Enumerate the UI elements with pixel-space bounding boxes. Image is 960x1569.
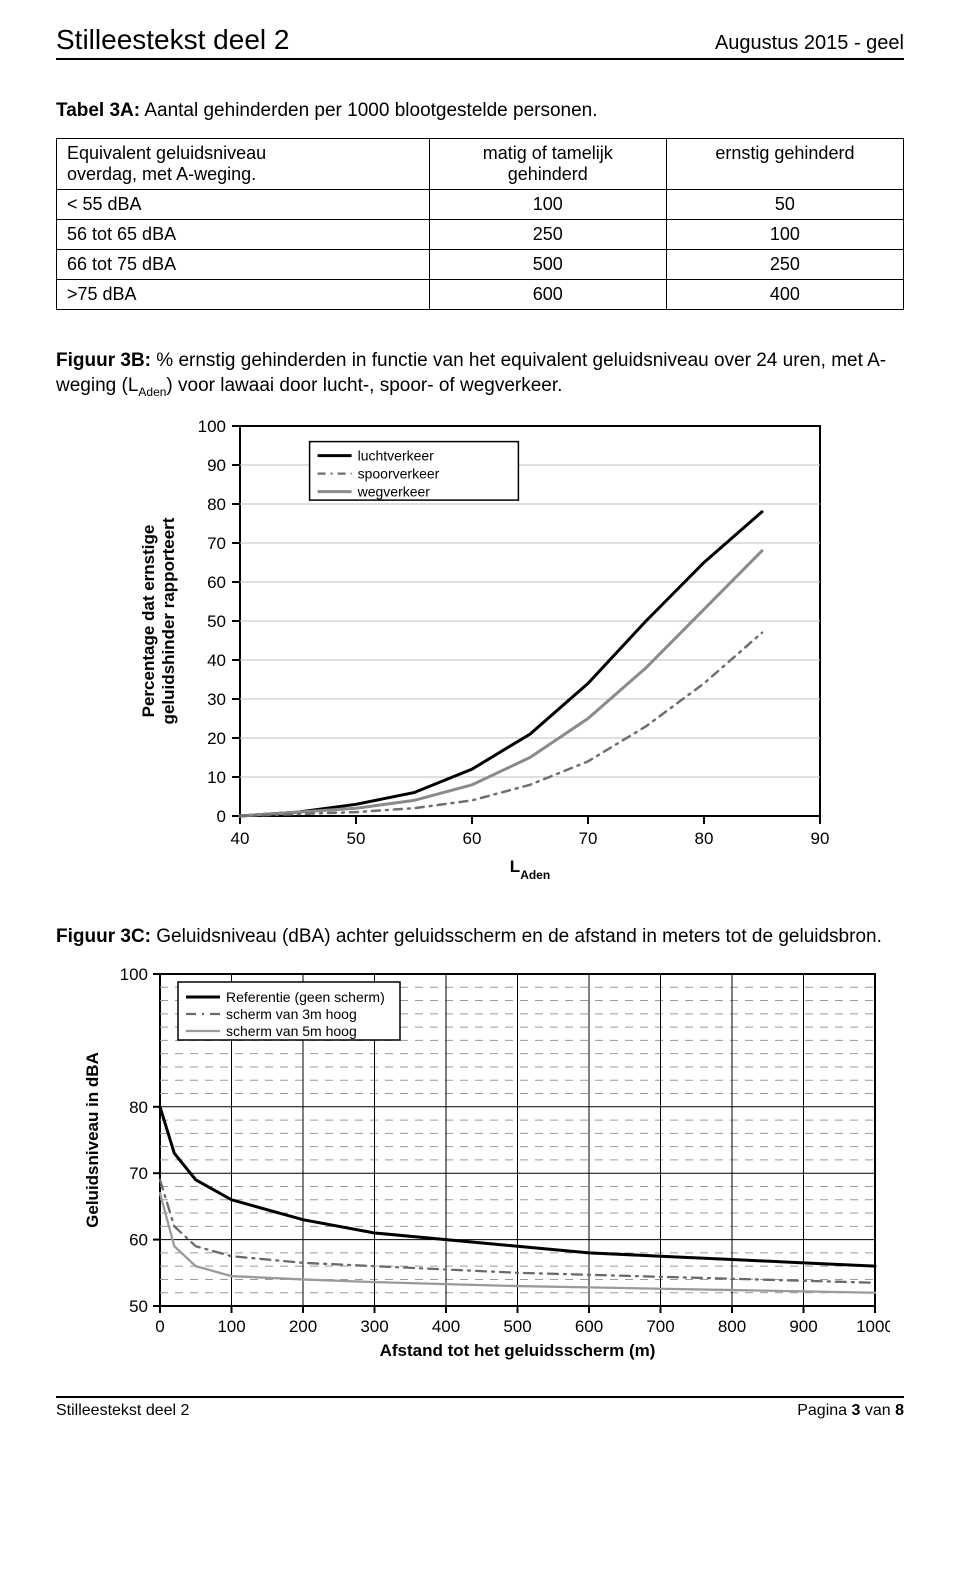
footer-right: Pagina 3 van 8 xyxy=(797,1402,904,1420)
figure-3c-chart: 5060708010001002003004005006007008009001… xyxy=(56,966,904,1366)
row-c1: 500 xyxy=(429,249,666,279)
figure-3b-chart: 0 10 20 30 40 50 60 70 80 90 100 40 50 60 70 80 90 Percen… xyxy=(56,416,904,886)
table-3a-caption: Tabel 3A: Aantal gehinderden per 1000 bl… xyxy=(56,98,904,124)
row-c1: 600 xyxy=(429,279,666,309)
table-row: 66 tot 75 dBA500250 xyxy=(57,249,904,279)
svg-text:wegverkeer: wegverkeer xyxy=(357,484,431,500)
caption-bold: Figuur 3C: xyxy=(56,926,151,947)
col2-header: ernstig gehinderd xyxy=(666,138,903,189)
svg-text:200: 200 xyxy=(289,1317,317,1336)
table-row: Equivalent geluidsniveau overdag, met A-… xyxy=(57,138,904,189)
svg-text:0: 0 xyxy=(217,807,226,826)
table-row: < 55 dBA10050 xyxy=(57,189,904,219)
svg-text:800: 800 xyxy=(718,1317,746,1336)
caption-sub: Aden xyxy=(138,385,166,399)
svg-text:900: 900 xyxy=(789,1317,817,1336)
table-row: >75 dBA600400 xyxy=(57,279,904,309)
table-3a-block: Tabel 3A: Aantal gehinderden per 1000 bl… xyxy=(56,98,904,310)
table-3a: Equivalent geluidsniveau overdag, met A-… xyxy=(56,138,904,310)
row-c2: 400 xyxy=(666,279,903,309)
svg-text:600: 600 xyxy=(575,1317,603,1336)
caption-rest: Geluidsniveau (dBA) achter geluidsscherm… xyxy=(151,926,882,947)
svg-text:LAden: LAden xyxy=(510,857,550,882)
svg-text:luchtverkeer: luchtverkeer xyxy=(358,448,435,464)
footer-r1: Pagina xyxy=(797,1402,851,1419)
svg-text:Referentie (geen scherm): Referentie (geen scherm) xyxy=(226,989,385,1005)
svg-text:60: 60 xyxy=(463,829,482,848)
svg-text:90: 90 xyxy=(811,829,830,848)
col1-l1: matig of tamelijk xyxy=(440,143,656,164)
row-label: >75 dBA xyxy=(57,279,430,309)
svg-text:Afstand tot het geluidsscherm: Afstand tot het geluidsscherm (m) xyxy=(380,1341,656,1360)
svg-text:30: 30 xyxy=(207,690,226,709)
header-right: Augustus 2015 - geel xyxy=(715,32,904,55)
svg-text:70: 70 xyxy=(579,829,598,848)
footer-left: Stilleestekst deel 2 xyxy=(56,1402,189,1420)
col1-l2: gehinderd xyxy=(440,164,656,185)
col0-l2: overdag, met A-weging. xyxy=(67,164,419,185)
svg-text:40: 40 xyxy=(207,651,226,670)
svg-text:scherm van 3m hoog: scherm van 3m hoog xyxy=(226,1006,357,1022)
row-c1: 250 xyxy=(429,219,666,249)
svg-text:100: 100 xyxy=(120,966,148,984)
figure-3c-block: Figuur 3C: Geluidsniveau (dBA) achter ge… xyxy=(56,924,904,1366)
chart-3c-svg: 5060708010001002003004005006007008009001… xyxy=(70,966,890,1366)
svg-text:scherm van 5m hoog: scherm van 5m hoog xyxy=(226,1023,357,1039)
svg-text:50: 50 xyxy=(207,612,226,631)
svg-text:40: 40 xyxy=(231,829,250,848)
svg-text:70: 70 xyxy=(129,1164,148,1183)
svg-text:0: 0 xyxy=(155,1317,164,1336)
svg-text:80: 80 xyxy=(207,495,226,514)
caption-bold: Figuur 3B: xyxy=(56,350,151,371)
row-c2: 100 xyxy=(666,219,903,249)
col0-l1: Equivalent geluidsniveau xyxy=(67,143,419,164)
figure-3b-caption: Figuur 3B: % ernstig gehinderden in func… xyxy=(56,348,904,401)
svg-text:50: 50 xyxy=(129,1297,148,1316)
figure-3c-caption: Figuur 3C: Geluidsniveau (dBA) achter ge… xyxy=(56,924,904,950)
table-row: 56 tot 65 dBA250100 xyxy=(57,219,904,249)
svg-text:spoorverkeer: spoorverkeer xyxy=(358,466,440,482)
caption-bold: Tabel 3A: xyxy=(56,100,140,121)
svg-text:70: 70 xyxy=(207,534,226,553)
row-label: < 55 dBA xyxy=(57,189,430,219)
page-footer: Stilleestekst deel 2 Pagina 3 van 8 xyxy=(56,1396,904,1420)
svg-text:20: 20 xyxy=(207,729,226,748)
svg-text:100: 100 xyxy=(217,1317,245,1336)
svg-text:10: 10 xyxy=(207,768,226,787)
row-c2: 250 xyxy=(666,249,903,279)
svg-text:500: 500 xyxy=(503,1317,531,1336)
svg-text:80: 80 xyxy=(129,1098,148,1117)
svg-text:60: 60 xyxy=(207,573,226,592)
col2-l1: ernstig gehinderd xyxy=(677,143,893,164)
svg-text:50: 50 xyxy=(347,829,366,848)
svg-text:Geluidsniveau in dBA: Geluidsniveau in dBA xyxy=(83,1052,102,1228)
caption-tail: ) voor lawaai door lucht-, spoor- of weg… xyxy=(166,375,562,396)
chart-3b-svg: 0 10 20 30 40 50 60 70 80 90 100 40 50 60 70 80 90 Percen… xyxy=(120,416,840,886)
row-c1: 100 xyxy=(429,189,666,219)
svg-text:60: 60 xyxy=(129,1231,148,1250)
row-label: 66 tot 75 dBA xyxy=(57,249,430,279)
header-title: Stilleestekst deel 2 xyxy=(56,24,289,56)
page-header: Stilleestekst deel 2 Augustus 2015 - gee… xyxy=(56,24,904,60)
svg-text:700: 700 xyxy=(646,1317,674,1336)
row-label: 56 tot 65 dBA xyxy=(57,219,430,249)
figure-3b-block: Figuur 3B: % ernstig gehinderden in func… xyxy=(56,348,904,887)
svg-text:1000: 1000 xyxy=(856,1317,890,1336)
footer-r3: van xyxy=(860,1402,895,1419)
col0-header: Equivalent geluidsniveau overdag, met A-… xyxy=(57,138,430,189)
footer-r4: 8 xyxy=(895,1402,904,1419)
svg-text:80: 80 xyxy=(695,829,714,848)
svg-text:Percentage dat ernstigegeluids: Percentage dat ernstigegeluidshinder rap… xyxy=(139,518,178,725)
svg-text:300: 300 xyxy=(360,1317,388,1336)
row-c2: 50 xyxy=(666,189,903,219)
svg-text:400: 400 xyxy=(432,1317,460,1336)
col1-header: matig of tamelijk gehinderd xyxy=(429,138,666,189)
caption-rest: Aantal gehinderden per 1000 blootgesteld… xyxy=(140,100,597,121)
svg-text:90: 90 xyxy=(207,456,226,475)
svg-text:100: 100 xyxy=(198,417,226,436)
